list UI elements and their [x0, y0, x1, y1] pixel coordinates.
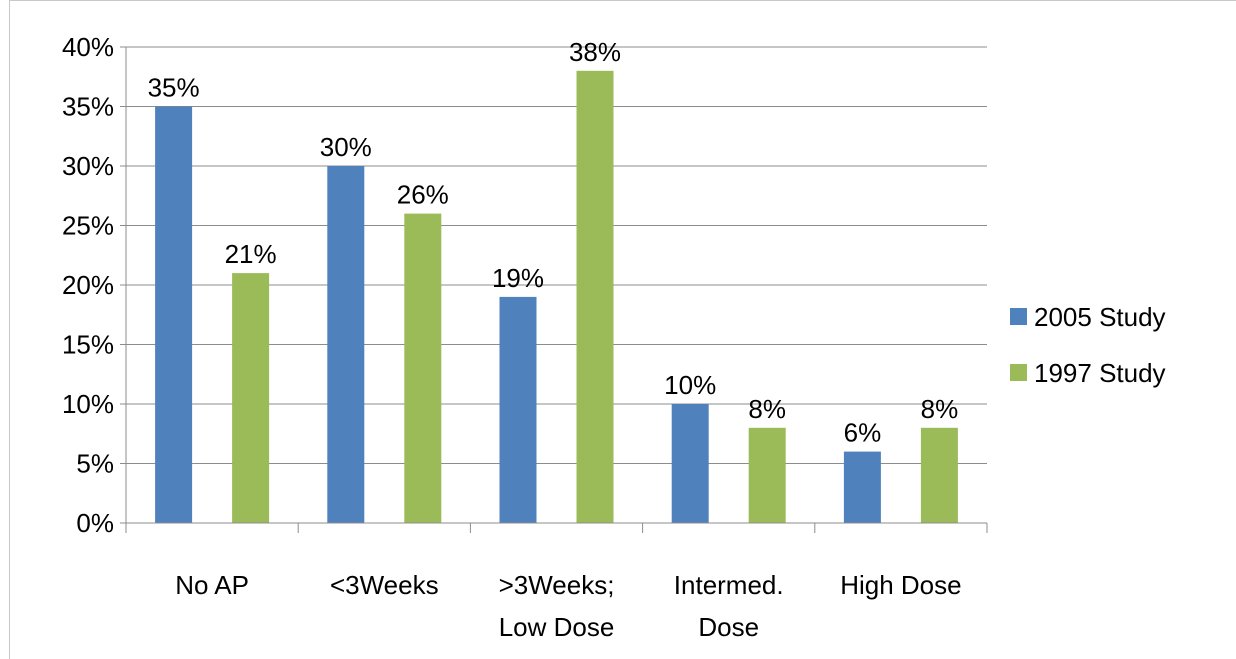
bar-series-2: [404, 213, 442, 523]
data-label: 8%: [921, 394, 959, 424]
data-labels: 35% 21% 30% 26% 19% 38% 10% 8% 6% 8%: [148, 37, 959, 448]
legend-swatch: [1010, 308, 1027, 325]
data-label: 6%: [844, 418, 882, 448]
y-tick-label: 20%: [62, 270, 114, 300]
bar-series-2: [920, 427, 958, 523]
data-label: 8%: [748, 394, 786, 424]
x-category-label: High Dose: [840, 570, 961, 600]
data-label: 19%: [492, 263, 544, 293]
data-label: 21%: [225, 239, 277, 269]
x-category-label: No AP: [175, 570, 249, 600]
y-tick-label: 0%: [76, 508, 114, 538]
bar-series-1: [671, 404, 709, 523]
x-category-label: >3Weeks; Low Dose: [499, 570, 615, 642]
x-category-label: Intermed. Dose: [674, 570, 784, 642]
y-tick-label: 5%: [76, 449, 114, 479]
chart-frame: [9, 0, 1236, 659]
axes: 0% 5% 10% 15% 20% 25% 30% 35% 40% No AP <3Weeks >3W…: [62, 32, 988, 642]
bar-series-2: [232, 273, 270, 523]
legend-swatch: [1010, 364, 1027, 381]
data-label: 30%: [320, 132, 372, 162]
legend: 2005 Study 1997 Study: [1010, 302, 1166, 388]
bar-series-1: [843, 451, 881, 523]
legend-label: 1997 Study: [1034, 358, 1166, 388]
legend-label: 2005 Study: [1034, 302, 1166, 332]
data-label: 10%: [664, 370, 716, 400]
bar-series-1: [499, 296, 537, 523]
bars: [155, 70, 958, 524]
data-label: 38%: [569, 37, 621, 67]
y-tick-label: 15%: [62, 330, 114, 360]
gridlines: [126, 46, 987, 464]
y-tick-label: 30%: [62, 151, 114, 181]
bar-series-1: [155, 106, 193, 523]
y-tick-label: 35%: [62, 92, 114, 122]
bar-series-2: [748, 427, 786, 523]
y-tick-label: 25%: [62, 211, 114, 241]
data-label: 26%: [397, 180, 449, 210]
bar-series-2: [576, 70, 614, 524]
y-tick-label: 10%: [62, 389, 114, 419]
data-label: 35%: [148, 73, 200, 103]
y-tick-label: 40%: [62, 32, 114, 62]
bar-series-1: [327, 166, 365, 523]
x-category-label: <3Weeks: [330, 570, 439, 600]
